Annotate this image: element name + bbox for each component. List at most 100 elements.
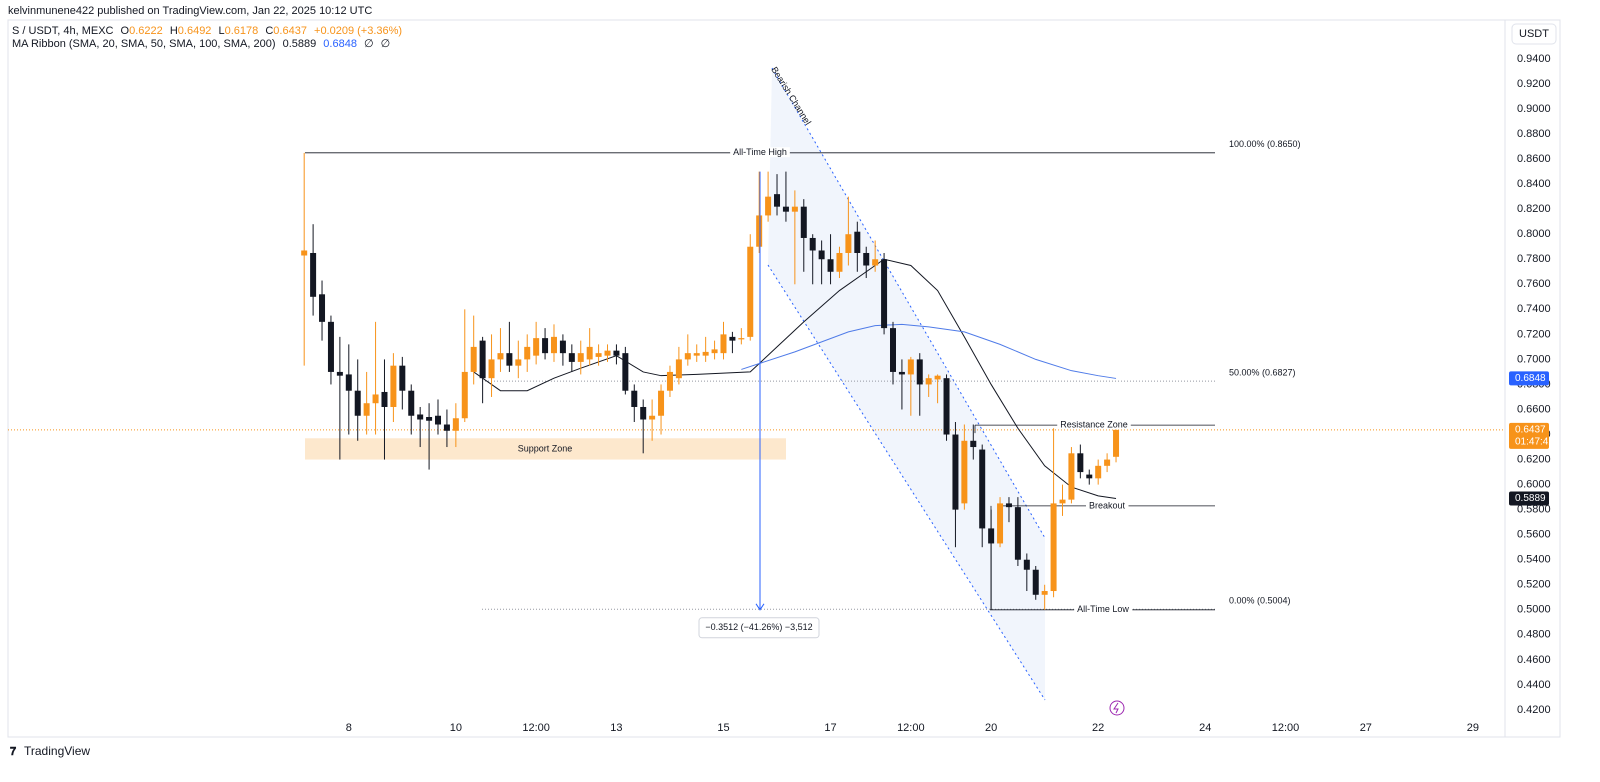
level-label-bg — [730, 147, 790, 158]
x-tick-label: 17 — [824, 722, 836, 734]
y-tick-label: 0.8800 — [1517, 128, 1551, 140]
candle-body — [310, 252, 317, 297]
candle-body — [658, 390, 665, 416]
candle-body — [372, 394, 379, 404]
price-tag — [1509, 371, 1549, 386]
candle-body — [586, 346, 593, 360]
candle-body — [943, 378, 950, 435]
candle-body — [595, 353, 602, 357]
plot — [8, 67, 1505, 701]
candle-body — [301, 250, 308, 256]
x-tick-label: 22 — [1092, 722, 1104, 734]
brand[interactable]: TradingView — [24, 744, 90, 758]
y-tick-label: 0.8200 — [1517, 203, 1551, 215]
symbol: S / USDT, 4h, MEXC — [12, 25, 114, 37]
ohlc-key: O — [121, 25, 130, 37]
y-tick-label: 0.5200 — [1517, 579, 1551, 591]
y-tick-label: 0.9200 — [1517, 78, 1551, 90]
x-tick-label: 8 — [346, 722, 352, 734]
indicator-value: 0.5889 — [283, 38, 317, 50]
candle-body — [488, 359, 495, 379]
price-tag — [1509, 422, 1549, 449]
publisher: kelvinmunene422 published on TradingView… — [8, 5, 372, 17]
y-tick-label: 0.8000 — [1517, 228, 1551, 240]
candle-body — [845, 234, 852, 253]
level-label-bg — [1085, 500, 1129, 511]
x-tick-label: 27 — [1360, 722, 1372, 734]
candle-body — [470, 346, 477, 372]
y-tick-label: 0.8600 — [1517, 153, 1551, 165]
candle-body — [702, 351, 709, 356]
candle-body — [970, 440, 977, 448]
ohlc-value: 0.6437 — [273, 25, 307, 37]
candle-body — [1086, 474, 1093, 479]
candle-body — [988, 528, 995, 544]
logo-mark: 𝟕 — [10, 746, 17, 758]
candle-body — [345, 374, 352, 391]
candle-body — [1023, 559, 1030, 570]
candle-body — [979, 449, 986, 529]
level-label-bg — [1057, 419, 1131, 430]
candle-body — [622, 353, 629, 391]
candle-body — [631, 390, 638, 407]
candle-body — [408, 390, 415, 416]
candle-body — [479, 340, 486, 379]
candle-body — [542, 338, 549, 354]
ohlc-key: C — [265, 25, 273, 37]
candle-body — [711, 349, 718, 354]
y-tick-label: 0.4800 — [1517, 629, 1551, 641]
candle-body — [435, 415, 442, 425]
candle-body — [872, 259, 879, 266]
candle-body — [550, 336, 557, 354]
candle-body — [881, 259, 888, 329]
candle-body — [1095, 465, 1102, 479]
fib-label: 0.00% (0.5004) — [1229, 596, 1291, 606]
y-tick-label: 0.5800 — [1517, 504, 1551, 516]
candle-body — [533, 338, 540, 356]
ohlc-key: L — [219, 25, 225, 37]
y-tick-label: 0.6000 — [1517, 479, 1551, 491]
candle-body — [613, 350, 620, 356]
x-tick-label: 24 — [1199, 722, 1211, 734]
x-tick-label: 10 — [450, 722, 462, 734]
candle-body — [1104, 459, 1111, 466]
candle-body — [426, 416, 433, 421]
events-icon[interactable] — [1109, 700, 1125, 716]
y-tick-label: 0.8400 — [1517, 178, 1551, 190]
events-icon-bolt — [1113, 702, 1119, 714]
ohlc-value: 0.6492 — [178, 25, 212, 37]
ohlc-value: 0.6222 — [129, 25, 163, 37]
candle-body — [916, 359, 923, 385]
candle-body — [666, 371, 673, 391]
candle-body — [863, 252, 870, 266]
level-label: Resistance Zone — [1060, 420, 1128, 430]
fib-label: 50.00% (0.6827) — [1229, 367, 1296, 377]
candle-body — [461, 371, 468, 419]
candle-body — [1041, 591, 1048, 595]
currency-button[interactable] — [1511, 23, 1557, 45]
y-tick-label: 0.6200 — [1517, 453, 1551, 465]
candle-body — [327, 321, 334, 372]
x-tick-label: 13 — [610, 722, 622, 734]
candle-body — [925, 378, 932, 385]
level-label: All-Time High — [733, 147, 787, 157]
y-tick-label: 0.4600 — [1517, 654, 1551, 666]
candle-body — [640, 406, 647, 420]
indicator: MA Ribbon (SMA, 20, SMA, 50, SMA, 100, S… — [12, 38, 276, 50]
candle-body — [782, 206, 789, 212]
level-label: Breakout — [1089, 500, 1126, 510]
x-tick-label: 15 — [717, 722, 729, 734]
ohlc-value: 0.6178 — [225, 25, 259, 37]
candle-body — [738, 338, 745, 340]
candle-body — [1059, 499, 1066, 504]
candle-body — [809, 237, 816, 251]
level-label-bg — [1074, 604, 1133, 615]
candle-body — [390, 365, 397, 407]
candle-body — [354, 390, 361, 416]
x-tick-label: 20 — [985, 722, 997, 734]
candle-body — [818, 250, 825, 260]
currency[interactable]: USDT — [1519, 28, 1549, 40]
